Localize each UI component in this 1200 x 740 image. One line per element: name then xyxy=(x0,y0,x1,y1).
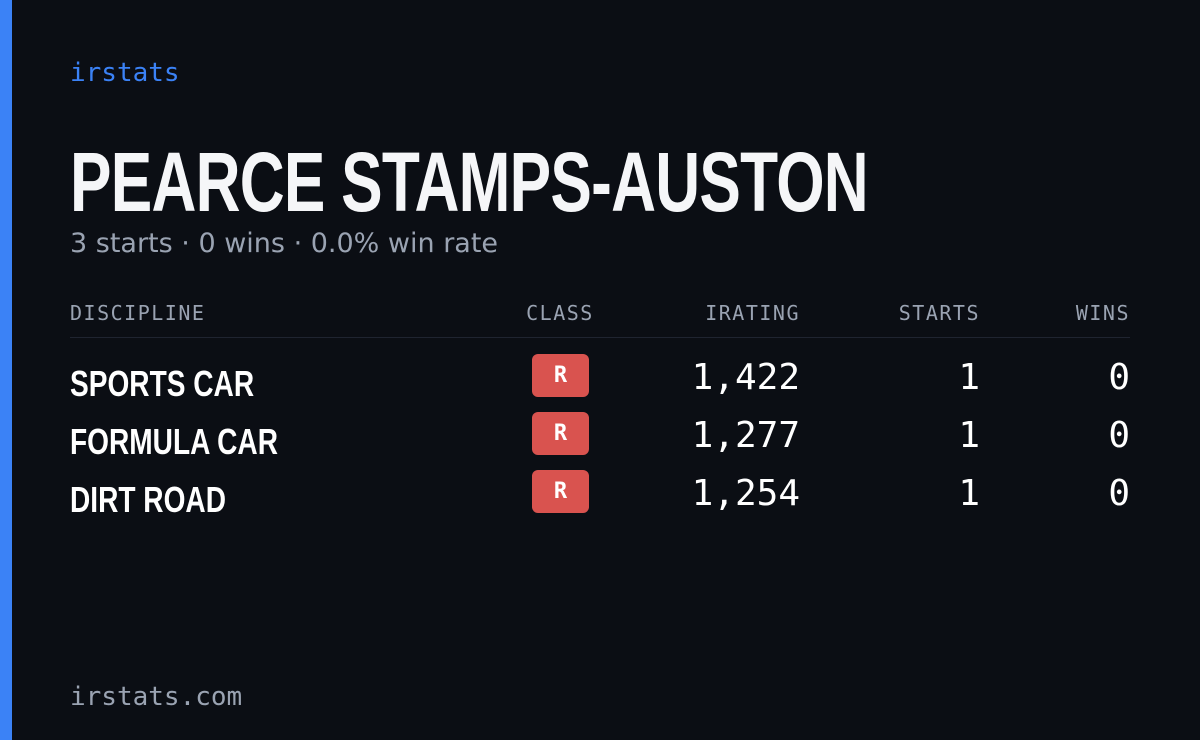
class-badge: R xyxy=(532,470,589,513)
irating: 1,422 xyxy=(691,357,800,398)
brand: irstats xyxy=(70,58,180,88)
header-rule xyxy=(70,337,1130,338)
wins: 0 xyxy=(1108,357,1130,398)
column-header: IRATING xyxy=(705,301,800,325)
summary: 3 starts · 0 wins · 0.0% win rate xyxy=(70,228,499,259)
footer: irstats.com xyxy=(70,682,243,712)
discipline: DIRT ROAD xyxy=(70,479,226,520)
wins: 0 xyxy=(1108,415,1130,456)
starts: 1 xyxy=(958,357,980,398)
discipline: FORMULA CAR xyxy=(70,421,278,462)
wins: 0 xyxy=(1108,473,1130,514)
irating: 1,254 xyxy=(691,473,800,514)
discipline: SPORTS CAR xyxy=(70,363,255,404)
column-header: STARTS xyxy=(898,301,980,325)
starts: 1 xyxy=(958,415,980,456)
column-header: WINS xyxy=(1075,301,1130,325)
starts: 1 xyxy=(958,473,980,514)
column-header: DISCIPLINE xyxy=(70,301,206,325)
driver-name: PEARCE STAMPS-AUSTON xyxy=(70,135,869,229)
column-header: CLASS xyxy=(526,301,594,325)
irating: 1,277 xyxy=(691,415,800,456)
accent-bar xyxy=(0,0,12,740)
class-badge: R xyxy=(532,354,589,397)
class-badge: R xyxy=(532,412,589,455)
